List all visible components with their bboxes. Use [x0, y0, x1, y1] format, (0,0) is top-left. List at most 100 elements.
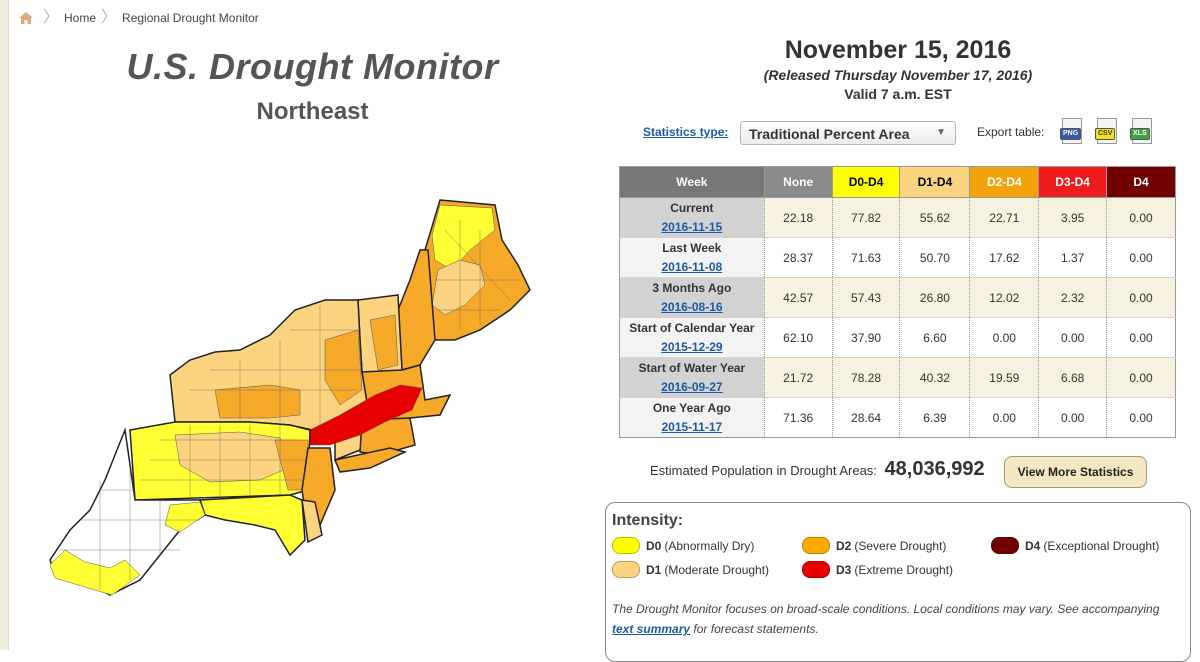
header-d2-d4: D2-D4: [969, 166, 1040, 198]
delaware-region: [301, 499, 323, 544]
export-csv-button[interactable]: CSV: [1095, 118, 1121, 146]
d2-swatch-icon: [802, 537, 830, 554]
value-cell: 71.63: [831, 237, 900, 278]
legend-code: D2: [836, 538, 852, 553]
value-cell: 28.64: [831, 397, 900, 438]
maine-d1: [431, 259, 486, 316]
value-cell: 1.37: [1038, 237, 1107, 278]
breadcrumb-home-link[interactable]: Home: [64, 11, 97, 25]
table-header-row: Week None D0-D4 D1-D4 D2-D4 D3-D4 D4: [619, 166, 1176, 198]
value-cell: 2.32: [1038, 277, 1107, 318]
west-virginia-d0-east: [164, 501, 206, 533]
week-date-link[interactable]: 2015-12-29: [661, 339, 723, 354]
legend-code: D1: [646, 562, 662, 577]
long-island-region: [333, 447, 408, 473]
value-cell: 37.90: [831, 317, 900, 358]
value-cell: 57.43: [831, 277, 900, 318]
legend-note-text: The Drought Monitor focuses on broad-sca…: [612, 602, 1160, 616]
legend-title: Intensity:: [612, 512, 684, 529]
value-cell: 6.39: [899, 397, 970, 438]
header-d0-d4: D0-D4: [831, 166, 901, 198]
week-date-link[interactable]: 2016-11-15: [661, 219, 723, 234]
value-cell: 40.32: [899, 357, 970, 398]
view-more-statistics-button[interactable]: View More Statistics: [1004, 456, 1147, 488]
value-cell: 0.00: [969, 397, 1039, 438]
legend-note: The Drought Monitor focuses on broad-sca…: [612, 599, 1172, 639]
breadcrumb: 〉 Home 〉 Regional Drought Monitor: [18, 8, 259, 28]
page-side-strip: [0, 0, 9, 650]
export-xls-button[interactable]: XLS: [1130, 118, 1156, 146]
statistics-type-value: Traditional Percent Area: [749, 126, 910, 142]
header-week: Week: [619, 166, 765, 198]
valid-time: Valid 7 a.m. EST: [844, 86, 952, 102]
week-date-link[interactable]: 2016-08-16: [661, 299, 723, 314]
legend-item-d3: D3 (Extreme Drought): [802, 561, 953, 578]
week-cell: Start of Water Year 2016-09-27: [619, 357, 765, 398]
week-cell: Current 2016-11-15: [619, 197, 765, 238]
new-hampshire-region: [397, 249, 436, 371]
text-summary-link[interactable]: text summary: [612, 622, 691, 636]
value-cell: 0.00: [1106, 397, 1176, 438]
site-title: U.S. Drought Monitor: [126, 46, 499, 87]
value-cell: 3.95: [1038, 197, 1107, 238]
new-york-d2-west: [214, 384, 301, 419]
county-boundaries: [60, 220, 520, 590]
value-cell: 19.59: [969, 357, 1039, 398]
value-cell: 0.00: [1106, 237, 1176, 278]
week-cell: One Year Ago 2015-11-17: [619, 397, 765, 438]
statistics-type-link[interactable]: Statistics type:: [643, 125, 729, 139]
value-cell: 22.71: [969, 197, 1039, 238]
value-cell: 55.62: [899, 197, 970, 238]
legend-desc: (Exceptional Drought): [1043, 538, 1160, 553]
legend-code: D4: [1025, 538, 1041, 553]
statistics-type-select[interactable]: Traditional Percent Area ▼: [740, 121, 956, 145]
d3-extreme-drought-band: [307, 384, 423, 446]
vermont-d2: [369, 314, 399, 371]
west-virginia-d0: [49, 549, 141, 596]
value-cell: 0.00: [1106, 197, 1176, 238]
value-cell: 62.10: [763, 317, 833, 358]
breadcrumb-separator-icon: 〉: [101, 9, 118, 26]
value-cell: 6.60: [899, 317, 970, 358]
value-cell: 0.00: [969, 317, 1039, 358]
d3-swatch-icon: [802, 561, 830, 578]
value-cell: 0.00: [1038, 317, 1107, 358]
value-cell: 26.80: [899, 277, 970, 318]
legend-code: D0: [646, 538, 662, 553]
pennsylvania-d1: [174, 431, 296, 483]
week-label: Last Week: [662, 240, 722, 255]
week-date-link[interactable]: 2015-11-17: [661, 419, 723, 434]
legend-desc: (Abnormally Dry): [664, 538, 755, 553]
legend-code: D3: [836, 562, 852, 577]
value-cell: 0.00: [1038, 397, 1107, 438]
legend-item-d2: D2 (Severe Drought): [802, 537, 946, 554]
map-date: November 15, 2016: [784, 36, 1012, 64]
table-row: One Year Ago 2015-11-17 71.36 28.64 6.39 …: [619, 397, 1176, 438]
value-cell: 6.68: [1038, 357, 1107, 398]
week-date-link[interactable]: 2016-11-08: [661, 259, 723, 274]
week-label: Current: [670, 200, 714, 215]
value-cell: 0.00: [1106, 277, 1176, 318]
week-date-link[interactable]: 2016-09-27: [661, 379, 723, 394]
population-summary: Estimated Population in Drought Areas: 4…: [650, 458, 985, 481]
drought-map[interactable]: [40, 190, 540, 630]
week-cell: Last Week 2016-11-08: [619, 237, 765, 278]
week-label: 3 Months Ago: [652, 280, 732, 295]
week-cell: 3 Months Ago 2016-08-16: [619, 277, 765, 318]
home-icon[interactable]: [18, 11, 34, 25]
header-d4: D4: [1106, 166, 1176, 198]
d0-swatch-icon: [612, 537, 640, 554]
west-virginia-region: [49, 427, 206, 596]
legend-desc: (Moderate Drought): [664, 562, 770, 577]
chevron-down-icon: ▼: [936, 127, 946, 138]
week-label: One Year Ago: [652, 400, 731, 415]
week-label: Start of Water Year: [638, 360, 746, 375]
table-row: Last Week 2016-11-08 28.37 71.63 50.70 17…: [619, 237, 1176, 278]
drought-statistics-table: Week None D0-D4 D1-D4 D2-D4 D3-D4 D4 Cur…: [619, 166, 1176, 438]
export-xls-label: XLS: [1130, 128, 1150, 140]
breadcrumb-current: Regional Drought Monitor: [122, 11, 259, 25]
export-csv-label: CSV: [1095, 128, 1116, 140]
export-png-label: PNG: [1060, 128, 1082, 140]
export-png-button[interactable]: PNG: [1060, 118, 1086, 146]
week-label: Start of Calendar Year: [629, 320, 755, 335]
